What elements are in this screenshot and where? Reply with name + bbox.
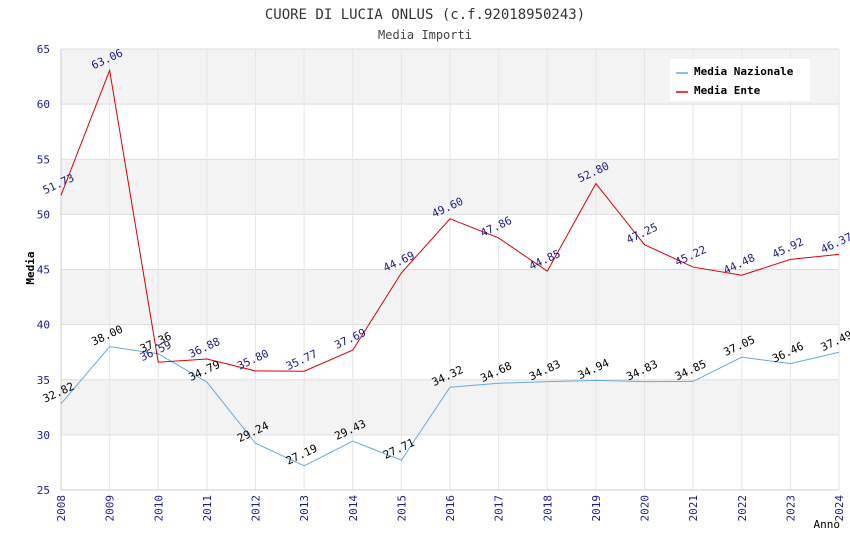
legend-label-media-ente: Media Ente (694, 84, 761, 97)
y-tick-label: 65 (37, 43, 50, 56)
y-tick-label: 55 (37, 153, 50, 166)
x-tick-label: 2016 (444, 495, 457, 522)
legend-box (670, 59, 810, 101)
x-tick-label: 2019 (590, 495, 603, 522)
x-axis-label: Anno (814, 518, 841, 531)
x-tick-label: 2014 (347, 495, 360, 522)
series-line-media-ente (60, 68, 840, 372)
y-tick-label: 45 (37, 264, 50, 277)
y-tick-label: 40 (37, 319, 50, 332)
legend-label-media-nazionale: Media Nazionale (694, 65, 794, 78)
y-tick-label: 35 (37, 374, 50, 387)
x-tick-label: 2017 (493, 495, 506, 522)
chart-title: CUORE DI LUCIA ONLUS (c.f.92018950243) (265, 7, 585, 23)
x-tick-label: 2012 (250, 495, 263, 522)
x-tick-label: 2021 (687, 495, 700, 522)
x-tick-label: 2008 (55, 495, 68, 522)
x-tick-label: 2009 (104, 495, 117, 522)
x-tick-label: 2015 (395, 495, 408, 522)
series-line-media-nazionale (60, 346, 840, 467)
y-tick-label: 30 (37, 429, 50, 442)
chart-subtitle: Media Importi (378, 28, 472, 42)
legend: Media Nazionale Media Ente (670, 59, 810, 101)
x-tick-label: 2010 (152, 495, 165, 522)
y-axis-label: Media (24, 251, 37, 284)
series-lines (60, 68, 840, 467)
x-tick-label: 2011 (201, 495, 214, 522)
x-axis-ticks: 2008 2009 2010 2011 2012 2013 2014 2015 2016 2017… (55, 495, 846, 522)
y-tick-label: 50 (37, 208, 50, 221)
x-tick-label: 2023 (784, 495, 797, 522)
y-tick-label: 25 (37, 484, 50, 497)
x-tick-label: 2013 (298, 495, 311, 522)
x-tick-label: 2018 (541, 495, 554, 522)
x-tick-label: 2024 (833, 495, 846, 522)
y-tick-label: 60 (37, 98, 50, 111)
y-axis-ticks: 25 30 35 40 45 50 55 60 65 (37, 43, 50, 497)
x-tick-label: 2022 (736, 495, 749, 522)
x-tick-label: 2020 (639, 495, 652, 522)
